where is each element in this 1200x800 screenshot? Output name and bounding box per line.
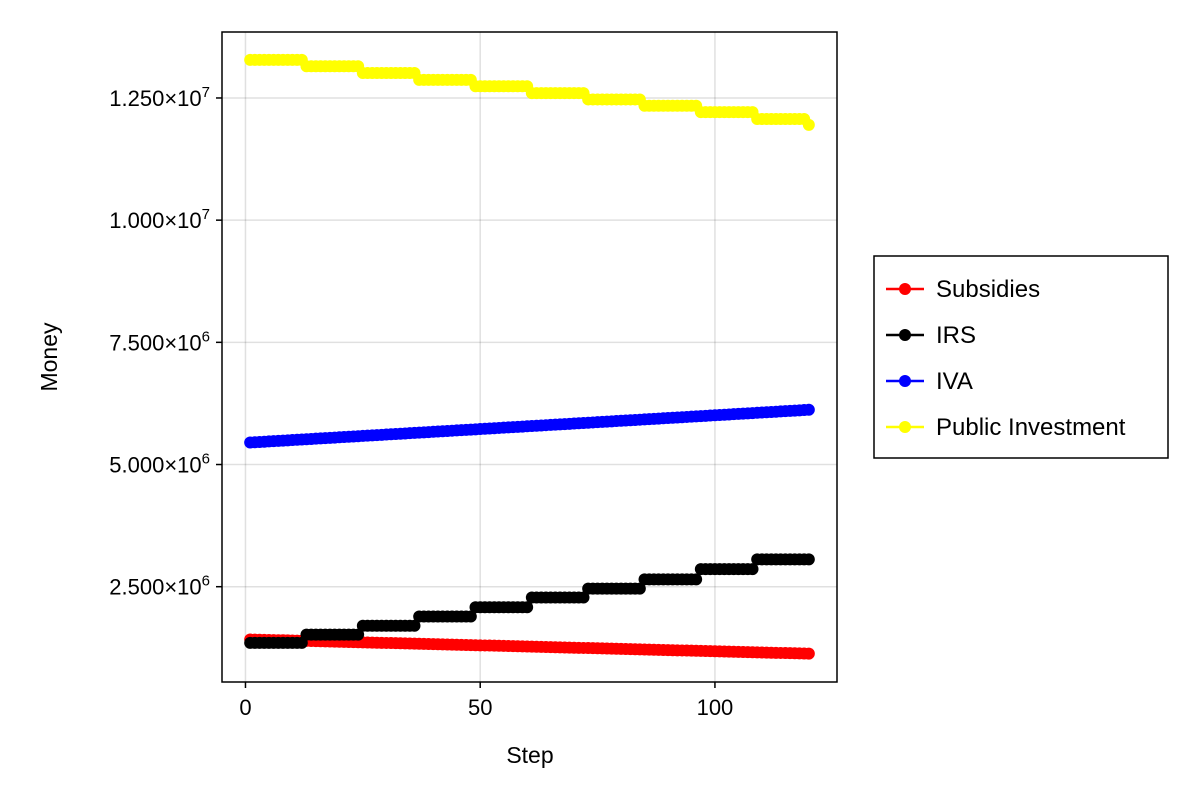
legend-marker bbox=[899, 283, 911, 295]
y-ticks: 2.500×106 5.000×106 7.500×106 1.000×107 1.25… bbox=[109, 84, 222, 600]
data-point bbox=[633, 582, 646, 595]
legend-item-public-investment: Public Investment bbox=[886, 414, 1126, 441]
legend-item-iva: IVA bbox=[886, 368, 973, 395]
data-point bbox=[352, 628, 365, 641]
y-tick-label: 1.250×107 bbox=[109, 84, 210, 111]
data-point bbox=[690, 573, 703, 586]
grid-layer bbox=[222, 32, 837, 682]
series-public-investment bbox=[244, 53, 815, 131]
data-point bbox=[464, 610, 477, 623]
legend-label: IRS bbox=[936, 322, 976, 349]
series-irs bbox=[244, 553, 815, 649]
y-tick-label: 5.000×106 bbox=[109, 451, 210, 478]
data-layer bbox=[244, 53, 815, 660]
x-ticks: 0 50 100 bbox=[239, 682, 733, 720]
legend: Subsidies IRS IVA Public Investment bbox=[873, 255, 1169, 459]
y-tick-label: 2.500×106 bbox=[109, 573, 210, 600]
legend-marker bbox=[899, 421, 911, 433]
x-tick-label: 50 bbox=[468, 695, 492, 720]
data-point bbox=[408, 619, 421, 632]
plot-frame bbox=[221, 31, 838, 683]
y-tick-label: 7.500×106 bbox=[109, 328, 210, 355]
series-iva bbox=[244, 403, 815, 449]
data-point bbox=[521, 601, 534, 614]
legend-item-irs: IRS bbox=[886, 322, 976, 349]
x-axis-title: Step bbox=[506, 742, 553, 768]
y-tick-label: 1.000×107 bbox=[109, 206, 210, 233]
legend-label: IVA bbox=[936, 368, 973, 395]
data-point bbox=[802, 553, 815, 566]
y-axis-title: Money bbox=[36, 322, 62, 392]
x-tick-label: 0 bbox=[239, 695, 251, 720]
data-point bbox=[802, 647, 815, 660]
legend-item-subsidies: Subsidies bbox=[886, 276, 1040, 303]
data-point bbox=[577, 591, 590, 604]
data-point bbox=[802, 403, 815, 416]
legend-marker bbox=[899, 375, 911, 387]
x-tick-label: 100 bbox=[697, 695, 734, 720]
data-point bbox=[746, 563, 759, 576]
legend-marker bbox=[899, 329, 911, 341]
legend-label: Public Investment bbox=[936, 414, 1126, 441]
legend-label: Subsidies bbox=[936, 276, 1040, 303]
data-point bbox=[802, 118, 815, 131]
